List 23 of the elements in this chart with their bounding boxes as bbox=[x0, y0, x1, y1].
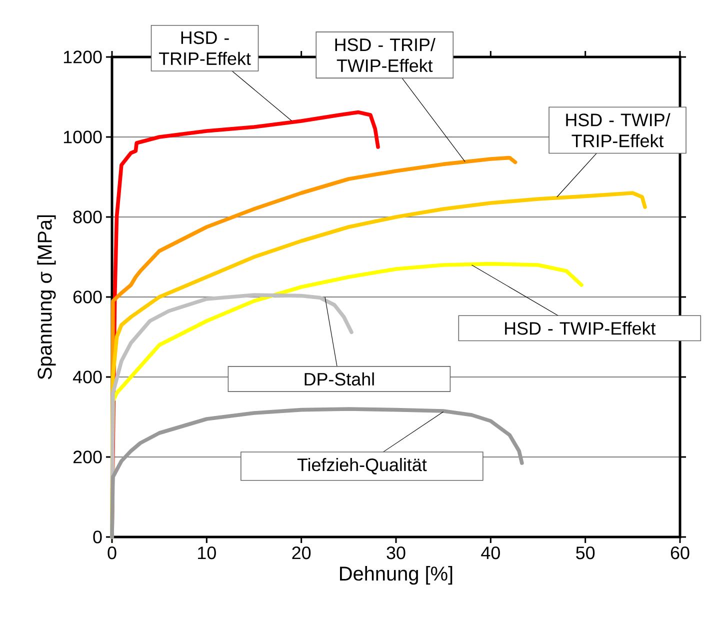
x-tick-label: 30 bbox=[386, 546, 406, 560]
annotation: Tiefzieh-Qualität bbox=[297, 458, 427, 474]
y-tick-label: 1000 bbox=[64, 130, 102, 144]
x-tick-label: 50 bbox=[576, 546, 595, 560]
annotation: HSD - TRIP-Effekt bbox=[159, 31, 251, 65]
annotation: HSD - TWIP-Effekt bbox=[505, 322, 656, 335]
x-tick-label: 0 bbox=[108, 546, 116, 560]
y-tick-label: 1200 bbox=[64, 50, 102, 64]
x-tick-label: 20 bbox=[292, 546, 311, 560]
x-axis-title: Dehnung [%] bbox=[340, 566, 452, 585]
x-tick-label: 60 bbox=[670, 546, 690, 560]
annotation: HSD - TRIP/ TWIP-Effekt bbox=[335, 38, 436, 72]
y-tick-label: 400 bbox=[72, 370, 102, 384]
annotation: DP-Stahl bbox=[304, 372, 374, 386]
y-tick-label: 600 bbox=[73, 290, 102, 304]
y-axis-title: Spannung σ [MPa] bbox=[37, 215, 56, 380]
x-tick-label: 10 bbox=[198, 546, 216, 560]
line-series bbox=[110, 407, 524, 539]
x-tick-label: 40 bbox=[481, 546, 500, 560]
annotation: HSD - TWIP/ TRIP-Effekt bbox=[566, 113, 670, 148]
y-tick-label: 800 bbox=[73, 210, 102, 224]
y-tick-label: 0 bbox=[93, 530, 102, 544]
y-tick-label: 200 bbox=[73, 450, 102, 464]
